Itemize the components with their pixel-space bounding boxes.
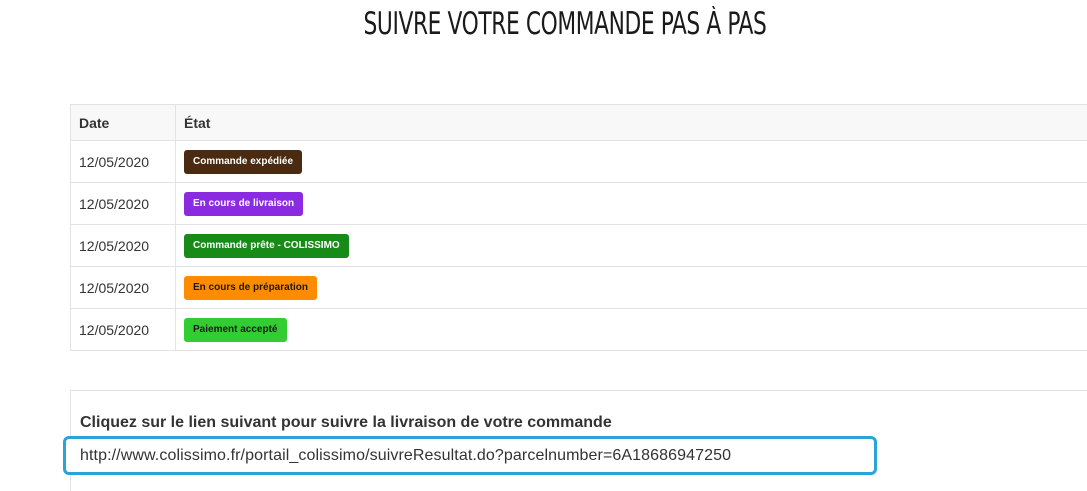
tracking-instructions: Cliquez sur le lien suivant pour suivre … xyxy=(80,414,612,432)
row-date: 12/05/2020 xyxy=(71,141,176,183)
table-row: 12/05/2020 En cours de préparation xyxy=(71,267,1087,309)
tracking-link[interactable]: http://www.colissimo.fr/portail_colissim… xyxy=(80,447,731,465)
row-status-cell: Commande prête - COLISSIMO xyxy=(176,225,1087,267)
row-status-cell: En cours de livraison xyxy=(176,183,1087,225)
column-header-date: Date xyxy=(71,105,176,141)
order-history-table: Date État 12/05/2020 Commande expédiée 1… xyxy=(70,104,1087,351)
column-header-status: État xyxy=(176,105,1087,141)
tracking-link-highlight: http://www.colissimo.fr/portail_colissim… xyxy=(63,436,877,475)
row-status-cell: En cours de préparation xyxy=(176,267,1087,309)
table-row: 12/05/2020 Commande prête - COLISSIMO xyxy=(71,225,1087,267)
status-badge: Commande prête - COLISSIMO xyxy=(184,234,349,258)
row-status-cell: Commande expédiée xyxy=(176,141,1087,183)
table-row: 12/05/2020 En cours de livraison xyxy=(71,183,1087,225)
status-badge: En cours de livraison xyxy=(184,192,303,216)
page-title: SUIVRE VOTRE COMMANDE PAS À PAS xyxy=(141,6,989,42)
row-status-cell: Paiement accepté xyxy=(176,309,1087,351)
table-row: 12/05/2020 Paiement accepté xyxy=(71,309,1087,351)
status-badge: En cours de préparation xyxy=(184,276,317,300)
row-date: 12/05/2020 xyxy=(71,225,176,267)
table-header-row: Date État xyxy=(71,105,1087,141)
table-row: 12/05/2020 Commande expédiée xyxy=(71,141,1087,183)
row-date: 12/05/2020 xyxy=(71,309,176,351)
row-date: 12/05/2020 xyxy=(71,267,176,309)
status-badge: Commande expédiée xyxy=(184,150,302,174)
status-badge: Paiement accepté xyxy=(184,318,287,342)
row-date: 12/05/2020 xyxy=(71,183,176,225)
